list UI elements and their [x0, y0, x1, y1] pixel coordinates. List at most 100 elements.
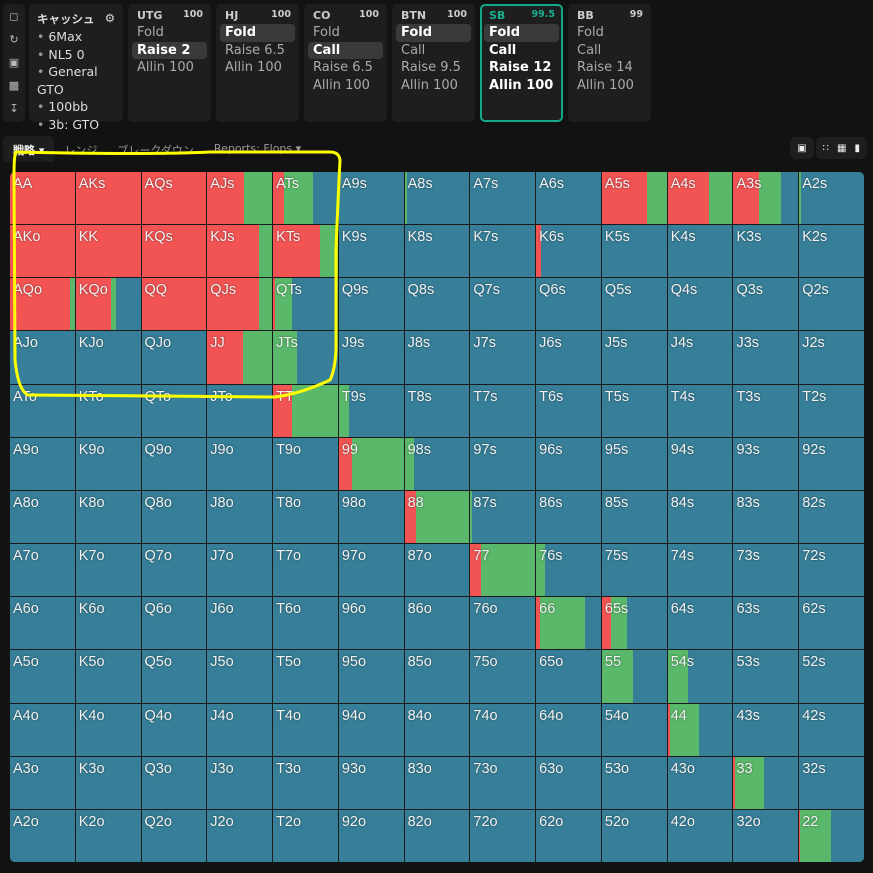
hand-cell[interactable]: J5s [601, 331, 667, 384]
hand-cell[interactable]: J9s [338, 331, 404, 384]
hand-cell[interactable]: 63s [733, 597, 799, 650]
hand-cell[interactable]: T8s [404, 384, 470, 437]
hand-cell[interactable]: 73s [733, 544, 799, 597]
hand-cell[interactable]: Q8o [141, 490, 207, 544]
hand-cell[interactable]: 44 [667, 703, 733, 756]
hand-cell[interactable]: A2o [10, 809, 75, 862]
hand-cell[interactable]: A4s [667, 172, 733, 225]
hand-cell[interactable]: 66 [536, 597, 601, 650]
hand-cell[interactable]: 53o [601, 756, 667, 809]
position-card-btn[interactable]: BTN 100 Fold Call Raise 9.5 Allin 100 [392, 4, 475, 122]
hand-cell[interactable]: K6o [75, 597, 141, 650]
action-option[interactable]: Fold [137, 25, 164, 40]
hand-cell[interactable]: 63o [536, 756, 601, 809]
hand-cell[interactable]: 88 [404, 490, 470, 544]
hand-cell[interactable]: J8o [207, 490, 273, 544]
hand-cell[interactable]: A8o [10, 490, 75, 544]
hand-cell[interactable]: KTs [273, 225, 338, 278]
hand-cell[interactable]: 95s [601, 437, 667, 490]
hand-cell[interactable]: 83s [733, 490, 799, 544]
settings-gear-icon[interactable]: ⚙ [104, 11, 115, 25]
hand-cell[interactable]: AA [10, 172, 75, 225]
hand-cell[interactable]: Q4o [141, 703, 207, 756]
bookmark-icon[interactable]: ◻ [9, 10, 19, 23]
refresh-icon[interactable]: ↻ [9, 33, 19, 46]
hand-cell[interactable]: 77 [470, 544, 536, 597]
hand-cell[interactable]: 42o [667, 809, 733, 862]
action-option[interactable]: Allin 100 [313, 77, 370, 93]
hand-cell[interactable]: Q3s [733, 278, 799, 331]
hand-cell[interactable]: Q5s [601, 278, 667, 331]
hand-cell[interactable]: JTo [207, 384, 273, 437]
hand-cell[interactable]: K5s [601, 225, 667, 278]
action-option[interactable]: Allin 100 [489, 77, 554, 93]
hand-cell[interactable]: QTo [141, 384, 207, 437]
hand-cell[interactable]: 82o [404, 809, 470, 862]
hand-cell[interactable]: KK [75, 225, 141, 278]
hand-cell[interactable]: K4s [667, 225, 733, 278]
text-cursor-icon[interactable]: ↧ [9, 102, 19, 115]
hand-cell[interactable]: K8s [404, 225, 470, 278]
hand-cell[interactable]: QTs [273, 278, 338, 331]
action-option[interactable]: Raise 12 [489, 60, 552, 75]
hand-cell[interactable]: AKs [75, 172, 141, 225]
hand-cell[interactable]: J3o [207, 756, 273, 809]
hand-cell[interactable]: 87s [470, 490, 536, 544]
hand-cell[interactable]: 74s [667, 544, 733, 597]
action-option[interactable]: Fold [220, 24, 295, 42]
action-option[interactable]: Call [401, 42, 426, 58]
hand-cell[interactable]: 72s [799, 544, 864, 597]
action-option[interactable]: Call [489, 42, 517, 58]
hand-cell[interactable]: 55 [601, 650, 667, 703]
hand-cell[interactable]: A3s [733, 172, 799, 225]
hand-cell[interactable]: T2o [273, 809, 338, 862]
hand-cell[interactable]: T3s [733, 384, 799, 437]
action-option[interactable]: Allin 100 [137, 60, 194, 75]
hand-cell[interactable]: J5o [207, 650, 273, 703]
hand-cell[interactable]: 33 [733, 756, 799, 809]
hand-cell[interactable]: 92s [799, 437, 864, 490]
hand-cell[interactable]: 86s [536, 490, 601, 544]
hand-cell[interactable]: A7o [10, 544, 75, 597]
hand-cell[interactable]: A3o [10, 756, 75, 809]
position-card-co[interactable]: CO 100 Fold Call Raise 6.5 Allin 100 [304, 4, 387, 122]
compact-view-icon[interactable]: ∷ [822, 142, 830, 154]
hand-cell[interactable]: 84o [404, 703, 470, 756]
action-option[interactable]: Raise 14 [577, 60, 633, 75]
hand-cell[interactable]: J9o [207, 437, 273, 490]
hand-cell[interactable]: Q3o [141, 756, 207, 809]
hand-cell[interactable]: 52o [601, 809, 667, 862]
hand-cell[interactable]: Q7s [470, 278, 536, 331]
hand-cell[interactable]: Q2o [141, 809, 207, 862]
hand-cell[interactable]: 54o [601, 703, 667, 756]
hand-cell[interactable]: 94s [667, 437, 733, 490]
hand-cell[interactable]: AQo [10, 278, 75, 331]
single-view-icon[interactable]: ▮ [854, 142, 860, 154]
save-view-icon[interactable]: ▣ [797, 142, 807, 154]
hand-cell[interactable]: T5o [273, 650, 338, 703]
hand-cell[interactable]: 87o [404, 544, 470, 597]
hand-cell[interactable]: A5o [10, 650, 75, 703]
hand-cell[interactable]: KJs [207, 225, 273, 278]
hand-cell[interactable]: AKo [10, 225, 75, 278]
hand-cell[interactable]: 99 [338, 437, 404, 490]
hand-cell[interactable]: J4s [667, 331, 733, 384]
hand-cell[interactable]: 54s [667, 650, 733, 703]
hand-cell[interactable]: 72o [470, 809, 536, 862]
hand-cell[interactable]: AJo [10, 331, 75, 384]
hand-cell[interactable]: 86o [404, 597, 470, 650]
position-card-bb[interactable]: BB 99 Fold Call Raise 14 Allin 100 [568, 4, 651, 122]
hand-cell[interactable]: 52s [799, 650, 864, 703]
hand-cell[interactable]: 32s [799, 756, 864, 809]
position-card-sb[interactable]: SB 99.5 Fold Call Raise 12 Allin 100 [480, 4, 563, 122]
hand-cell[interactable]: Q2s [799, 278, 864, 331]
hand-cell[interactable]: 96s [536, 437, 601, 490]
hand-cell[interactable]: T6o [273, 597, 338, 650]
hand-cell[interactable]: T7o [273, 544, 338, 597]
hand-cell[interactable]: 75s [601, 544, 667, 597]
hand-cell[interactable]: K7s [470, 225, 536, 278]
hand-cell[interactable]: K9o [75, 437, 141, 490]
hand-cell[interactable]: T3o [273, 756, 338, 809]
hand-cell[interactable]: JJ [207, 331, 273, 384]
hand-cell[interactable]: A9o [10, 437, 75, 490]
